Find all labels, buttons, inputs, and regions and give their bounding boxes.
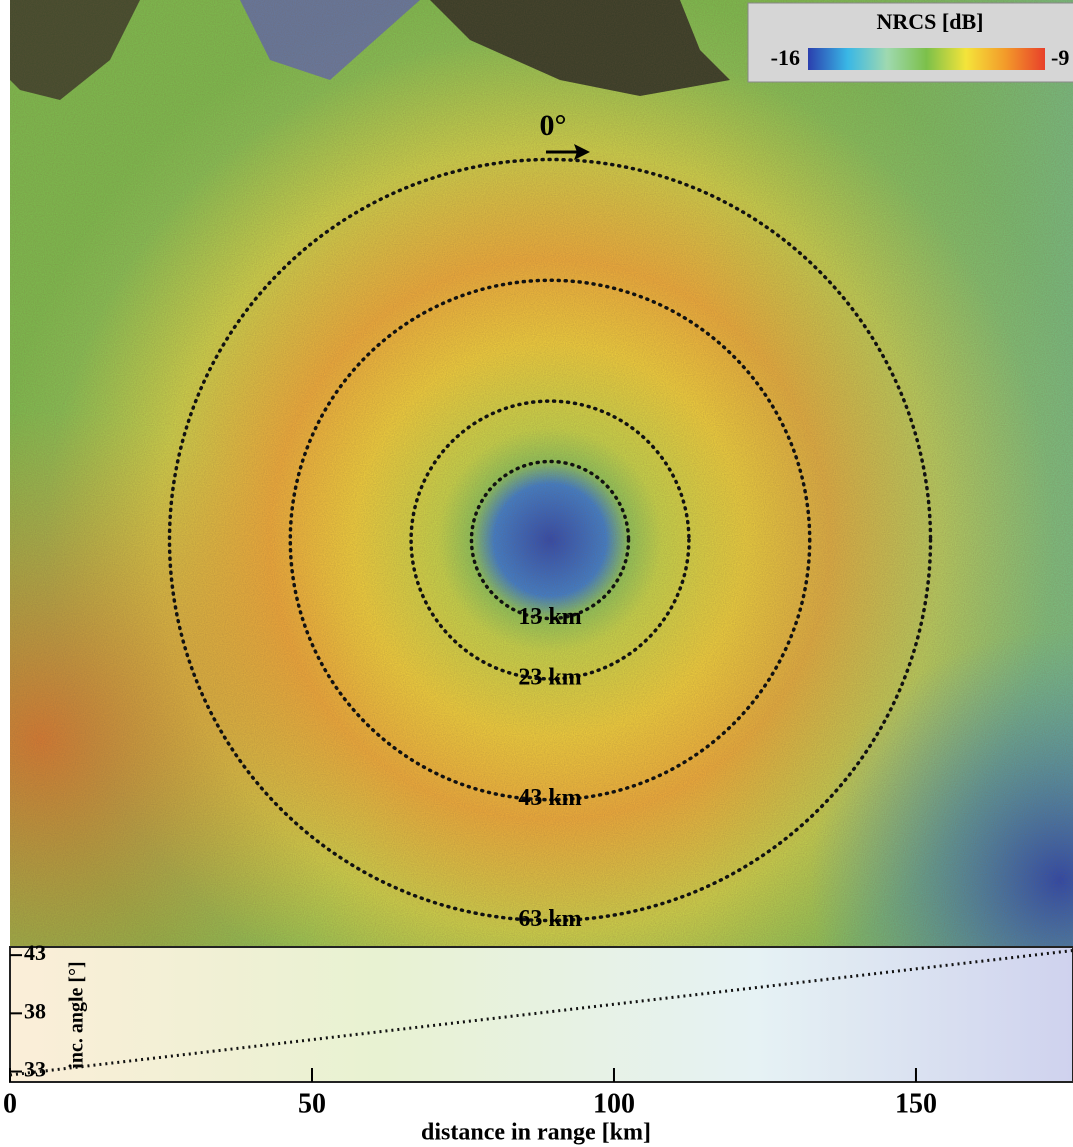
x-axis-label: distance in range [km] — [421, 1120, 651, 1146]
y-tick-label: 33 — [24, 1057, 46, 1082]
colorbar: NRCS [dB] — [748, 3, 1073, 82]
ring-label: 43 km — [518, 785, 581, 811]
x-tick-label: 100 — [593, 1088, 635, 1119]
y-axis-label: inc. angle [°] — [66, 961, 88, 1068]
x-tick-label: 150 — [895, 1088, 937, 1119]
colorbar-title: NRCS [dB] — [877, 9, 984, 34]
ring-label: 13 km — [518, 604, 581, 630]
figure: 13 km 23 km 43 km 63 km 0° NRCS [dB] 0 50 100… — [0, 0, 1073, 1147]
ring-label: 23 km — [518, 664, 581, 690]
direction-label: 0° — [540, 109, 567, 142]
x-tick-label: 0 — [3, 1088, 17, 1119]
inset — [10, 947, 1073, 1082]
colorbar-scale — [808, 48, 1045, 70]
x-tick-label: 50 — [298, 1088, 326, 1119]
colorbar-tick-label: -16 — [771, 45, 800, 70]
y-tick-label: 38 — [24, 998, 46, 1023]
colorbar-tick-label: -9 — [1051, 45, 1069, 70]
ring-label: 63 km — [518, 906, 581, 932]
y-tick-label: 43 — [24, 940, 46, 965]
